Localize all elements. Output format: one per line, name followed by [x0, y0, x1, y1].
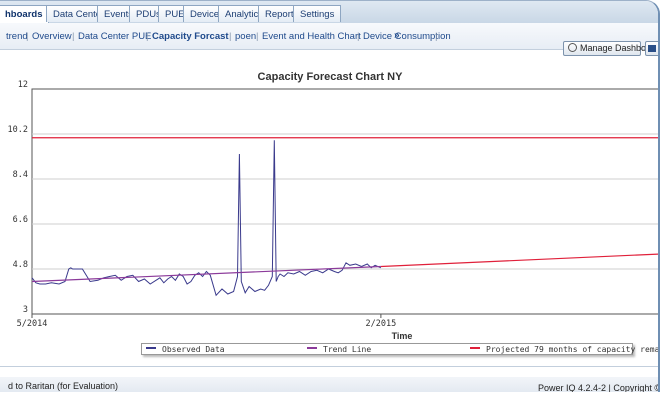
legend-swatch-trend: [307, 347, 317, 349]
x-tick-label: 2/2015: [366, 319, 397, 329]
manage-dashboards-label: Manage Dashboards: [580, 43, 660, 53]
y-tick-label: 8.4: [13, 170, 28, 180]
license-text: d to Raritan (for Evaluation): [8, 381, 119, 391]
x-tick-label: 5/2014: [17, 319, 48, 329]
tab-settings[interactable]: Settings: [293, 5, 342, 22]
subnav-link-event-health-chart[interactable]: Event and Health Chart: [262, 31, 361, 42]
subnav-separator: |: [357, 31, 360, 42]
subnav-link-data-center-pue[interactable]: Data Center PUE: [78, 31, 152, 42]
subnav-more-button[interactable]: »: [394, 30, 400, 41]
subnav-separator: |: [146, 31, 149, 42]
chart-legend: Observed Data Trend Line Projected 79 mo…: [141, 343, 658, 355]
subnav-link-poen[interactable]: poen: [235, 31, 257, 42]
legend-entry-observed: Observed Data: [146, 345, 225, 354]
subnav-link-capacity-forcast[interactable]: Capacity Forcast: [152, 31, 229, 42]
y-tick-label: 6.6: [13, 215, 28, 225]
status-footer: d to Raritan (for Evaluation) Power IQ 4…: [0, 377, 658, 392]
y-tick-label: 3: [23, 305, 28, 315]
subnav-link-device-consumption[interactable]: Device Consumption: [363, 31, 451, 42]
subnav-separator: |: [26, 31, 29, 42]
legend-swatch-observed: [146, 347, 156, 349]
legend-label-trend: Trend Line: [323, 345, 372, 354]
projected-line: [380, 253, 658, 268]
view-button[interactable]: Vi: [645, 41, 660, 56]
subnav-separator: |: [435, 31, 438, 42]
observed-data-line: [31, 140, 382, 297]
x-axis-label: Time: [392, 331, 413, 341]
legend-label-projected: Projected 79 months of capacity remainin…: [486, 345, 660, 354]
subnav-separator: |: [72, 31, 75, 42]
subnav-link-trend[interactable]: trend: [6, 31, 28, 42]
plot-area: [31, 88, 658, 315]
window-icon: [648, 45, 656, 52]
trend-line: [31, 265, 381, 283]
version-copyright: Power IQ 4.2.4-2 | Copyright © 2007-2014: [538, 383, 658, 392]
main-tab-bar: hboards Data Centers Events PDUs PUE Dev…: [0, 1, 658, 24]
gear-icon: [568, 43, 577, 52]
legend-entry-trend: Trend Line: [307, 345, 371, 354]
view-button-label: Vi: [658, 43, 660, 53]
y-tick-label: 4.8: [13, 260, 28, 270]
subnav-separator: |: [256, 31, 259, 42]
chart-title: Capacity Forecast Chart NY: [257, 71, 403, 83]
legend-swatch-projected: [470, 347, 480, 349]
y-tick-label: 10.2: [8, 125, 28, 135]
subnav-link-overview[interactable]: Overview: [32, 31, 72, 42]
footer-divider: [0, 366, 658, 367]
subnav-separator: |: [229, 31, 232, 42]
legend-label-observed: Observed Data: [162, 345, 225, 354]
manage-dashboards-button[interactable]: Manage Dashboards: [563, 41, 658, 56]
capacity-forecast-chart: 12 10.2 8.4 6.6 4.8 3 5/2014 2/2015 Time: [8, 80, 658, 341]
legend-entry-projected: Projected 79 months of capacity remainin…: [470, 345, 660, 354]
y-tick-label: 12: [18, 80, 28, 90]
dashboard-subnav: trend | Overview | Data Center PUE | Cap…: [0, 23, 658, 50]
